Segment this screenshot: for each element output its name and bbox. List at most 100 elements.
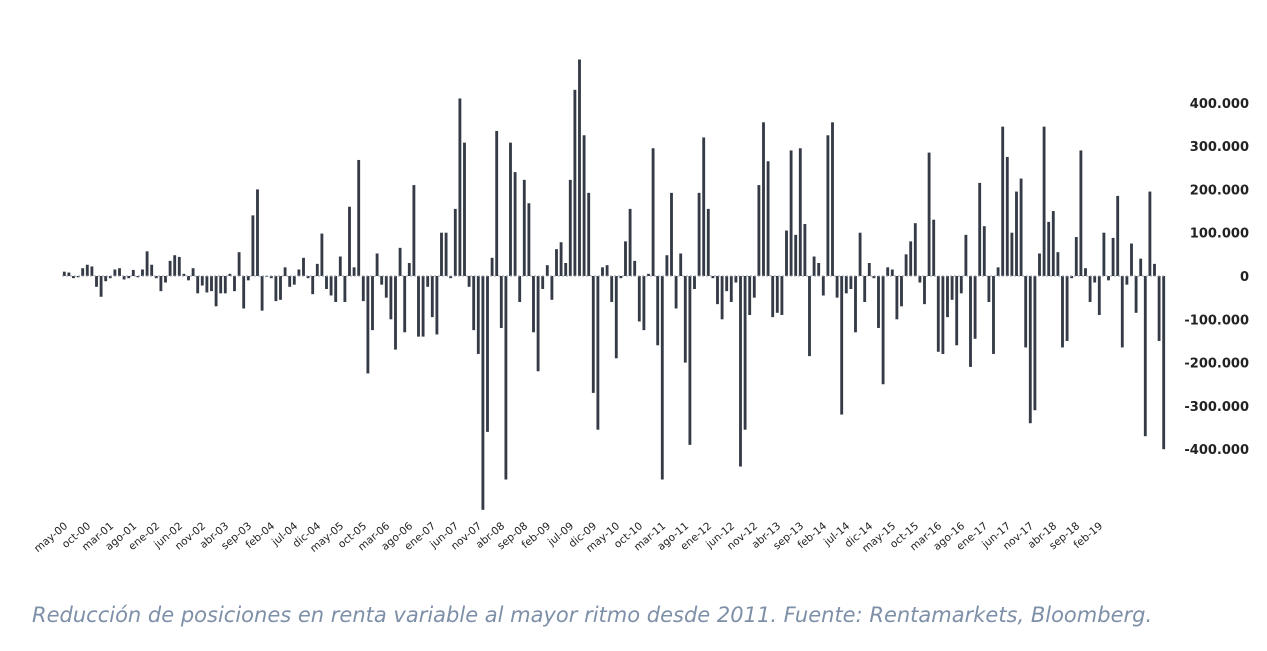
bar-55 xyxy=(315,263,319,276)
bar-47 xyxy=(279,276,282,300)
bar-161 xyxy=(803,224,807,276)
bar-235 xyxy=(1143,276,1147,437)
bar-144 xyxy=(725,276,729,292)
y-tick-label: 100.000 xyxy=(1190,227,1249,242)
bar-100 xyxy=(522,179,526,276)
bar-3 xyxy=(76,276,80,278)
bar-27 xyxy=(187,276,190,281)
bar-75 xyxy=(407,263,411,276)
bar-66 xyxy=(366,276,370,374)
bar-29 xyxy=(196,276,200,294)
bar-168 xyxy=(835,276,839,298)
bar-116 xyxy=(596,276,600,430)
bar-173 xyxy=(858,232,862,276)
bar-119 xyxy=(610,276,614,302)
bar-42 xyxy=(256,189,259,276)
bar-32 xyxy=(210,276,213,292)
bar-110 xyxy=(568,179,572,276)
bar-184 xyxy=(909,241,913,276)
bar-122 xyxy=(624,241,627,276)
bar-166 xyxy=(826,135,830,276)
bar-192 xyxy=(946,276,949,318)
bar-92 xyxy=(486,276,489,432)
bar-57 xyxy=(325,276,328,289)
bar-16 xyxy=(136,276,140,278)
bar-217 xyxy=(1061,276,1064,348)
bar-17 xyxy=(141,269,144,276)
bar-30 xyxy=(200,276,204,286)
bar-128 xyxy=(651,148,655,276)
bar-76 xyxy=(412,185,416,276)
bar-237 xyxy=(1153,263,1156,276)
bar-79 xyxy=(426,276,430,287)
bar-18 xyxy=(145,251,149,276)
bar-26 xyxy=(182,273,186,276)
bar-64 xyxy=(357,159,361,276)
bar-48 xyxy=(283,267,287,276)
bar-197 xyxy=(969,276,972,367)
bar-56 xyxy=(320,233,324,276)
bar-182 xyxy=(900,276,903,307)
bar-199 xyxy=(978,182,982,276)
bar-62 xyxy=(348,206,351,276)
y-tick-label: 0 xyxy=(1240,270,1249,285)
bar-60 xyxy=(338,256,342,276)
bar-229 xyxy=(1116,195,1120,276)
bar-109 xyxy=(564,263,568,276)
bar-40 xyxy=(246,276,250,281)
bar-36 xyxy=(228,273,232,276)
bar-214 xyxy=(1047,221,1051,277)
figure-caption: Reducción de posiciones en renta variabl… xyxy=(32,603,1153,627)
bar-59 xyxy=(334,276,338,302)
bar-143 xyxy=(720,276,724,320)
bar-206 xyxy=(1010,232,1014,276)
y-axis-labels: 400.000 300.000 200.000 100.000 0 -100.000 -20… xyxy=(1184,97,1249,458)
bar-220 xyxy=(1074,237,1078,276)
bar-43 xyxy=(260,276,264,311)
bar-232 xyxy=(1130,243,1133,276)
bar-4 xyxy=(81,268,85,276)
bar-108 xyxy=(559,242,563,276)
bar-83 xyxy=(444,232,448,276)
bar-0 xyxy=(62,271,66,276)
bar-67 xyxy=(371,276,374,331)
y-tick-label: 300.000 xyxy=(1190,140,1249,155)
bar-221 xyxy=(1079,150,1083,276)
bar-187 xyxy=(923,276,926,305)
bar-101 xyxy=(527,203,531,276)
bar-162 xyxy=(808,276,811,357)
bar-218 xyxy=(1065,276,1069,341)
bar-194 xyxy=(955,276,959,346)
bar-177 xyxy=(877,276,880,328)
bar-9 xyxy=(104,276,108,282)
bar-96 xyxy=(504,276,508,480)
bar-202 xyxy=(992,276,995,354)
bar-212 xyxy=(1038,253,1041,276)
bar-125 xyxy=(637,276,641,322)
bar-145 xyxy=(729,276,733,302)
bar-25 xyxy=(177,256,181,276)
y-tick-label: 400.000 xyxy=(1190,97,1249,112)
bar-52 xyxy=(302,257,305,276)
bar-188 xyxy=(927,152,931,276)
bar-123 xyxy=(628,208,632,276)
bar-207 xyxy=(1015,191,1018,276)
bar-171 xyxy=(849,276,853,289)
bar-223 xyxy=(1088,276,1092,302)
bar-84 xyxy=(449,276,453,279)
bar-89 xyxy=(472,276,476,331)
bar-11 xyxy=(113,269,117,276)
bar-201 xyxy=(987,276,991,302)
bar-180 xyxy=(890,269,894,276)
bar-5 xyxy=(85,264,89,276)
y-tick-label: 200.000 xyxy=(1190,183,1249,198)
bar-107 xyxy=(555,249,558,276)
bar-7 xyxy=(95,276,98,287)
bar-50 xyxy=(292,276,296,285)
bar-160 xyxy=(798,148,802,276)
bar-225 xyxy=(1097,276,1101,315)
bar-103 xyxy=(536,276,540,372)
bar-1 xyxy=(67,272,71,276)
bar-233 xyxy=(1134,276,1138,313)
bar-208 xyxy=(1019,178,1023,276)
